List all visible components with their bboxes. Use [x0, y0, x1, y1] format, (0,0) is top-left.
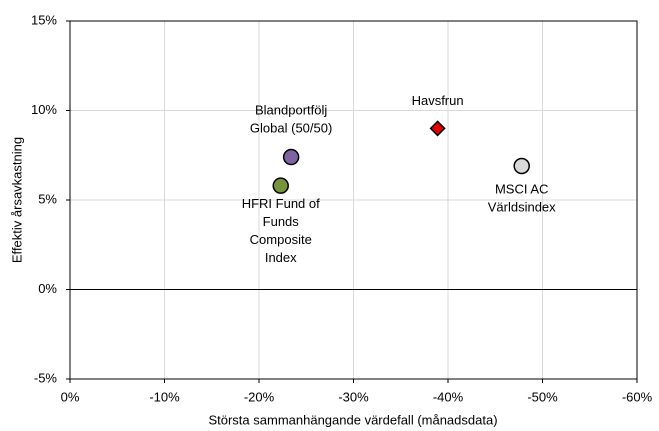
x-tick-label: -60%: [622, 389, 653, 404]
y-axis-title: Effektiv årsavkastning: [9, 137, 24, 263]
point: [282, 148, 300, 166]
x-tick-label: -10%: [149, 389, 180, 404]
x-tick-label: -30%: [338, 389, 369, 404]
y-tick-label: 15%: [31, 12, 57, 27]
point-label: Blandportfölj: [255, 102, 327, 117]
y-tick-label: 10%: [31, 102, 57, 117]
y-tick-label: 5%: [38, 191, 57, 206]
point-label: Global (50/50): [250, 120, 332, 135]
point-label: Havsfrun: [412, 93, 464, 108]
point: [429, 120, 446, 137]
point-label: Composite: [250, 232, 312, 247]
point-label: Index: [265, 250, 297, 265]
plot-border: [69, 20, 638, 380]
y-tick-label: 0%: [38, 281, 57, 296]
point-label: Världsindex: [488, 199, 556, 214]
x-tick-label: -20%: [244, 389, 275, 404]
y-tick-label: -5%: [34, 370, 58, 385]
point-label: MSCI AC: [495, 181, 548, 196]
point: [272, 177, 289, 194]
x-tick-label: 0%: [61, 389, 80, 404]
point-label: HFRI Fund of: [242, 196, 320, 211]
x-tick-label: -40%: [433, 389, 464, 404]
x-axis-title: Största sammanhängande värdefall (månads…: [208, 412, 497, 427]
x-tick-label: -50%: [527, 389, 558, 404]
point-label: Funds: [263, 214, 300, 229]
point: [513, 157, 530, 175]
